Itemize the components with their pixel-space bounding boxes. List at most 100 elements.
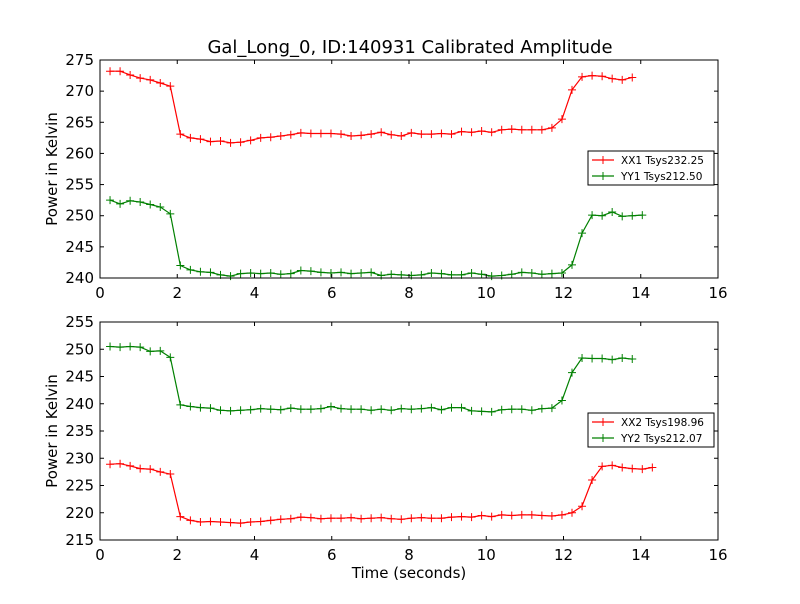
data-point — [116, 67, 125, 76]
data-point — [246, 405, 255, 414]
data-point — [497, 510, 506, 519]
data-point — [367, 268, 376, 277]
data-point — [166, 82, 175, 91]
data-point — [266, 516, 275, 525]
data-point — [578, 229, 587, 238]
data-point — [146, 75, 155, 84]
data-point — [296, 128, 305, 137]
data-point — [367, 130, 376, 139]
series-2-2 — [106, 342, 637, 416]
data-point — [457, 403, 466, 412]
series-2-1 — [106, 459, 657, 528]
x-tick-label: 2 — [172, 284, 182, 302]
data-point — [176, 512, 185, 521]
data-point — [276, 270, 285, 279]
data-point — [447, 130, 456, 139]
data-point — [166, 470, 175, 479]
data-point — [567, 508, 576, 517]
data-point — [176, 130, 185, 139]
x-tick-label: 16 — [708, 284, 727, 302]
data-point — [357, 514, 366, 523]
data-point — [447, 513, 456, 522]
data-point — [487, 512, 496, 521]
data-point — [377, 405, 386, 414]
legend-marker — [599, 418, 607, 426]
data-point — [487, 272, 496, 281]
data-point — [256, 404, 265, 413]
x-tick-label: 14 — [631, 546, 650, 564]
x-tick-label: 4 — [250, 284, 260, 302]
series-1-1 — [106, 67, 637, 147]
data-point — [266, 269, 275, 278]
data-point — [367, 514, 376, 523]
x-tick-label: 0 — [95, 284, 105, 302]
data-point — [337, 268, 346, 277]
data-point — [126, 461, 135, 470]
data-point — [547, 404, 556, 413]
data-point — [146, 465, 155, 474]
data-point — [286, 130, 295, 139]
data-point — [507, 270, 516, 279]
x-tick-label: 12 — [554, 284, 573, 302]
data-point — [618, 463, 627, 472]
data-point — [236, 269, 245, 278]
data-point — [598, 211, 607, 220]
data-point — [387, 270, 396, 279]
data-point — [477, 270, 486, 279]
data-point — [256, 133, 265, 142]
y-tick-label: 220 — [65, 504, 94, 522]
data-point — [497, 125, 506, 134]
data-point — [477, 511, 486, 520]
data-point — [236, 138, 245, 147]
data-point — [166, 209, 175, 218]
data-point — [347, 405, 356, 414]
data-point — [337, 514, 346, 523]
data-point — [186, 516, 195, 525]
data-point — [337, 130, 346, 139]
data-point — [417, 513, 426, 522]
y-axis-label: Power in Kelvin — [43, 374, 61, 488]
data-point — [507, 405, 516, 414]
data-point — [407, 405, 416, 414]
data-point — [136, 74, 145, 83]
data-point — [557, 115, 566, 124]
y-tick-label: 270 — [65, 82, 94, 100]
data-point — [588, 71, 597, 80]
data-point — [588, 211, 597, 220]
data-point — [357, 131, 366, 140]
data-point — [326, 129, 335, 138]
data-point — [206, 137, 215, 146]
data-point — [527, 510, 536, 519]
data-point — [598, 72, 607, 81]
data-point — [507, 125, 516, 134]
data-point — [648, 463, 657, 472]
data-point — [517, 125, 526, 134]
data-point — [347, 131, 356, 140]
data-point — [357, 405, 366, 414]
subplot-1: 0 2 4 6 8 10 12 14 16 240 245 250 255 260 265 270 275 Pow… — [43, 51, 728, 302]
data-point — [467, 513, 476, 522]
x-tick-label: 2 — [172, 546, 182, 564]
data-point — [266, 405, 275, 414]
data-point — [567, 260, 576, 269]
data-point — [146, 347, 155, 356]
data-point — [608, 207, 617, 216]
data-point — [246, 518, 255, 527]
chart-title: Gal_Long_0, ID:140931 Calibrated Amplitu… — [207, 37, 612, 58]
legend-box — [587, 150, 715, 186]
data-point — [286, 404, 295, 413]
data-point — [296, 513, 305, 522]
data-point — [417, 130, 426, 139]
data-point — [407, 128, 416, 137]
data-point — [216, 136, 225, 145]
data-point — [497, 405, 506, 414]
data-point — [316, 268, 325, 277]
data-point — [427, 269, 436, 278]
data-point — [588, 476, 597, 485]
x-tick-label: 10 — [477, 284, 496, 302]
data-point — [296, 266, 305, 275]
x-tick-label: 14 — [631, 284, 650, 302]
subplot-2: 0 2 4 6 8 10 12 14 16 215 220 225 230 235 240 245 250 255… — [43, 313, 728, 582]
y-tick-label: 225 — [65, 477, 94, 495]
data-point — [347, 269, 356, 278]
